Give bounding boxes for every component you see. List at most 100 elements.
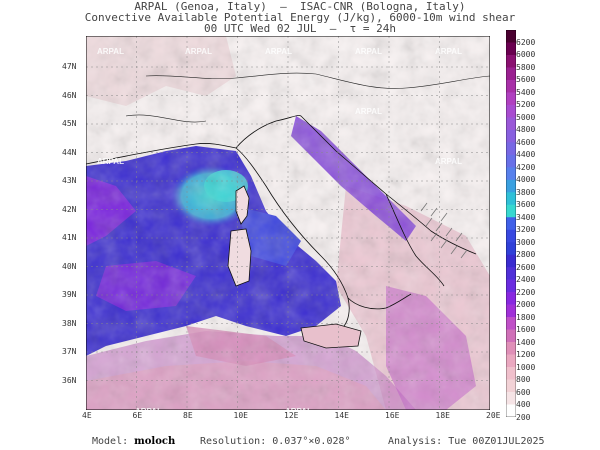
colorbar-swatch	[506, 142, 516, 156]
colorbar-swatch	[506, 92, 516, 106]
latitude-label: 43N	[62, 176, 77, 185]
colorbar-swatch	[506, 129, 516, 143]
colorbar-swatch	[506, 154, 516, 168]
analysis-value: Tue 00Z01JUL2025	[448, 436, 545, 447]
colorbar-swatch	[506, 367, 516, 380]
colorbar-level-label: 5200	[516, 100, 536, 110]
resolution-value: 0.037°×0.028°	[272, 436, 351, 447]
latitude-label: 39N	[62, 290, 77, 299]
header-line-3: 00 UTC Wed 02 JUL — τ = 24h	[203, 22, 397, 35]
coastlines	[86, 115, 477, 327]
corsica	[235, 185, 250, 225]
colorbar-swatch	[506, 267, 516, 280]
longitude-label: 12E	[284, 411, 299, 420]
colorbar	[506, 30, 516, 417]
colorbar-level-label: 5000	[516, 112, 536, 122]
colorbar-level-label: 800	[516, 375, 531, 385]
model-label: Model:	[92, 436, 129, 447]
colorbar-level-label: 6200	[516, 37, 536, 47]
colorbar-level-label: 4400	[516, 150, 536, 160]
watermark: ARPAL	[355, 107, 382, 116]
header-line-1: ARPAL (Genoa, Italy) — ISAC-CNR (Bologna…	[134, 0, 466, 13]
colorbar-level-label: 1600	[516, 325, 536, 335]
colorbar-level-label: 1000	[516, 362, 536, 372]
colorbar-swatch	[506, 342, 516, 355]
longitude-label: 20E	[486, 411, 501, 420]
colorbar-swatch	[506, 279, 516, 293]
grid-lines	[86, 36, 490, 410]
latitude-label: 37N	[62, 347, 77, 356]
sicily	[300, 323, 362, 349]
colorbar-swatch	[506, 304, 516, 318]
colorbar-level-label: 5800	[516, 62, 536, 72]
longitude-label: 16E	[385, 411, 400, 420]
colorbar-level-label: 5600	[516, 75, 536, 85]
colorbar-level-label: 4000	[516, 175, 536, 185]
colorbar-level-label: 4800	[516, 125, 536, 135]
header-line-2: Convective Available Potential Energy (J…	[84, 11, 516, 24]
colorbar-level-label: 600	[516, 387, 531, 397]
colorbar-swatch	[506, 179, 516, 193]
colorbar-level-label: 3800	[516, 187, 536, 197]
sardinia	[227, 228, 252, 287]
colorbar-level-label: 5400	[516, 87, 536, 97]
colorbar-swatch	[506, 54, 516, 68]
colorbar-level-label: 4600	[516, 137, 536, 147]
colorbar-level-label: 1800	[516, 312, 536, 322]
colorbar-level-label: 3000	[516, 237, 536, 247]
watermark: ARPAL	[97, 47, 124, 56]
watermark: ARPAL	[97, 157, 124, 166]
colorbar-swatch	[506, 42, 516, 56]
colorbar-swatch	[506, 317, 516, 330]
longitude-label: 8E	[183, 411, 193, 420]
colorbar-level-label: 3600	[516, 200, 536, 210]
longitude-label: 18E	[435, 411, 450, 420]
colorbar-level-label: 2400	[516, 275, 536, 285]
colorbar-level-label: 2800	[516, 250, 536, 260]
colorbar-swatch	[506, 242, 516, 256]
colorbar-level-label: 1400	[516, 337, 536, 347]
analysis-label: Analysis:	[388, 436, 443, 447]
watermark: ARPAL	[435, 47, 462, 56]
colorbar-level-label: 2200	[516, 287, 536, 297]
colorbar-swatch	[506, 404, 516, 417]
watermark: ARPAL	[265, 47, 292, 56]
colorbar-swatch	[506, 354, 516, 368]
colorbar-level-label: 1200	[516, 350, 536, 360]
watermark: ARPAL	[435, 157, 462, 166]
latitude-label: 41N	[62, 233, 77, 242]
colorbar-swatch	[506, 379, 516, 393]
colorbar-swatch	[506, 217, 516, 231]
colorbar-level-label: 6000	[516, 50, 536, 60]
colorbar-swatch	[506, 79, 516, 93]
analysis-info: Analysis: Tue 00Z01JUL2025	[388, 436, 545, 447]
colorbar-level-label: 3200	[516, 225, 536, 235]
colorbar-level-label: 3400	[516, 212, 536, 222]
colorbar-level-label: 2600	[516, 262, 536, 272]
model-value: moloch	[134, 436, 176, 447]
latitude-label: 42N	[62, 204, 77, 214]
colorbar-swatch	[506, 292, 516, 305]
colorbar-swatch	[506, 254, 516, 268]
colorbar-level-label: 200	[516, 412, 531, 422]
colorbar-level-label: 4200	[516, 162, 536, 172]
borders	[125, 72, 490, 123]
latitude-label: 40N	[62, 261, 77, 271]
latitude-label: 45N	[62, 119, 77, 128]
latitude-label: 38N	[62, 318, 77, 328]
colorbar-level-label: 400	[516, 400, 531, 410]
colorbar-swatch	[506, 229, 516, 243]
colorbar-swatch	[506, 67, 516, 81]
wind-barbs	[420, 202, 468, 259]
longitude-label: 6E	[132, 411, 143, 420]
resolution-label: Resolution:	[200, 436, 267, 447]
latitude-label: 36N	[62, 375, 77, 385]
watermark: ARPAL	[185, 47, 212, 56]
longitude-label: 14E	[334, 411, 349, 420]
colorbar-swatch	[506, 392, 516, 405]
latitude-label: 44N	[62, 147, 77, 157]
colorbar-swatch	[506, 204, 516, 218]
longitude-label: 10E	[233, 411, 248, 420]
colorbar-swatch	[506, 167, 516, 181]
colorbar-swatch	[506, 117, 516, 131]
